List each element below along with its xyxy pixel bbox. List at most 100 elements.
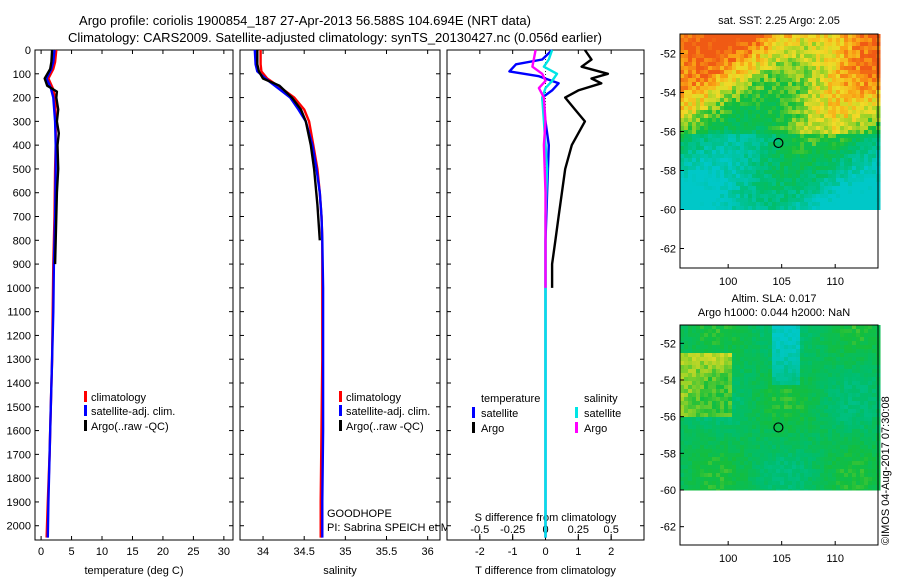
heatmap-cell xyxy=(680,74,685,79)
heatmap-cell xyxy=(736,38,741,43)
heatmap-cell xyxy=(716,138,721,143)
heatmap-cell xyxy=(840,206,845,210)
heatmap-cell xyxy=(728,357,733,362)
heatmap-cell xyxy=(740,126,745,131)
heatmap-cell xyxy=(684,134,689,139)
heatmap-cell xyxy=(692,126,697,131)
heatmap-cell xyxy=(856,206,861,210)
heatmap-cell xyxy=(872,110,877,115)
heatmap-cell xyxy=(760,421,765,426)
heatmap-cell xyxy=(792,341,797,346)
heatmap-cell xyxy=(824,106,829,111)
heatmap-cell xyxy=(844,206,849,210)
heatmap-cell xyxy=(828,182,833,187)
heatmap-cell xyxy=(864,58,869,63)
heatmap-cell xyxy=(836,345,841,350)
heatmap-cell xyxy=(800,341,805,346)
heatmap-cell xyxy=(800,170,805,175)
heatmap-cell xyxy=(824,194,829,199)
heatmap-cell xyxy=(812,489,817,491)
heatmap-cell xyxy=(772,82,777,87)
heatmap-cell xyxy=(848,425,853,430)
heatmap-cell xyxy=(708,389,713,394)
heatmap-cell xyxy=(740,178,745,183)
heatmap-cell xyxy=(868,154,873,159)
heatmap-cell xyxy=(700,110,705,115)
heatmap-cell xyxy=(848,154,853,159)
heatmap-cell xyxy=(864,473,869,478)
heatmap-cell xyxy=(724,94,729,99)
heatmap-cell xyxy=(752,190,757,195)
heatmap-cell xyxy=(708,42,713,47)
heatmap-cell xyxy=(712,445,717,450)
heatmap-cell xyxy=(732,385,737,390)
heatmap-cell xyxy=(712,106,717,111)
heatmap-cell xyxy=(744,397,749,402)
heatmap-cell xyxy=(808,361,813,366)
heatmap-cell xyxy=(752,385,757,390)
heatmap-cell xyxy=(684,385,689,390)
heatmap-cell xyxy=(844,178,849,183)
heatmap-cell xyxy=(800,401,805,406)
heatmap-cell xyxy=(824,90,829,95)
heatmap-cell xyxy=(788,397,793,402)
heatmap-cell xyxy=(716,341,721,346)
heatmap-cell xyxy=(700,489,705,491)
heatmap-cell xyxy=(692,90,697,95)
heatmap-cell xyxy=(832,178,837,183)
heatmap-cell xyxy=(784,381,789,386)
heatmap-cell xyxy=(800,397,805,402)
heatmap-cell xyxy=(816,150,821,155)
heatmap-cell xyxy=(808,465,813,470)
heatmap-cell xyxy=(796,361,801,366)
heatmap-cell xyxy=(728,194,733,199)
heatmap-cell xyxy=(732,477,737,482)
heatmap-cell xyxy=(776,46,781,51)
heatmap-cell xyxy=(696,401,701,406)
heatmap-cell xyxy=(784,170,789,175)
heatmap-cell xyxy=(832,78,837,83)
heatmap-cell xyxy=(728,449,733,454)
heatmap-cell xyxy=(820,174,825,179)
heatmap-cell xyxy=(800,329,805,334)
heatmap-cell xyxy=(844,38,849,43)
y-tick-label: 600 xyxy=(13,188,31,200)
heatmap-cell xyxy=(752,373,757,378)
heatmap-cell xyxy=(800,62,805,67)
heatmap-cell xyxy=(860,373,865,378)
heatmap-cell xyxy=(844,146,849,151)
heatmap-cell xyxy=(856,433,861,438)
heatmap-cell xyxy=(780,46,785,51)
heatmap-cell xyxy=(708,70,713,75)
heatmap-cell xyxy=(756,78,761,83)
heatmap-cell xyxy=(804,146,809,151)
heatmap-cell xyxy=(732,154,737,159)
heatmap-cell xyxy=(832,142,837,147)
heatmap-cell xyxy=(848,54,853,59)
heatmap-cell xyxy=(780,110,785,115)
heatmap-cell xyxy=(744,361,749,366)
heatmap-cell xyxy=(692,349,697,354)
heatmap-cell xyxy=(864,357,869,362)
heatmap-cell xyxy=(844,90,849,95)
heatmap-cell xyxy=(792,142,797,147)
heatmap-cell xyxy=(820,421,825,426)
heatmap-cell xyxy=(712,365,717,370)
heatmap-cell xyxy=(760,457,765,462)
heatmap-cell xyxy=(832,477,837,482)
heatmap-cell xyxy=(776,365,781,370)
heatmap-cell xyxy=(800,158,805,163)
heatmap-cell xyxy=(708,98,713,103)
heatmap-cell xyxy=(696,421,701,426)
heatmap-cell xyxy=(784,369,789,374)
heatmap-cell xyxy=(724,150,729,155)
heatmap-cell xyxy=(848,385,853,390)
heatmap-cell xyxy=(872,138,877,143)
heatmap-cell xyxy=(856,485,861,490)
heatmap-cell xyxy=(848,457,853,462)
heatmap-cell xyxy=(772,198,777,203)
heatmap-cell xyxy=(852,329,857,334)
heatmap-cell xyxy=(756,465,761,470)
heatmap-cell xyxy=(844,194,849,199)
heatmap-cell xyxy=(736,361,741,366)
